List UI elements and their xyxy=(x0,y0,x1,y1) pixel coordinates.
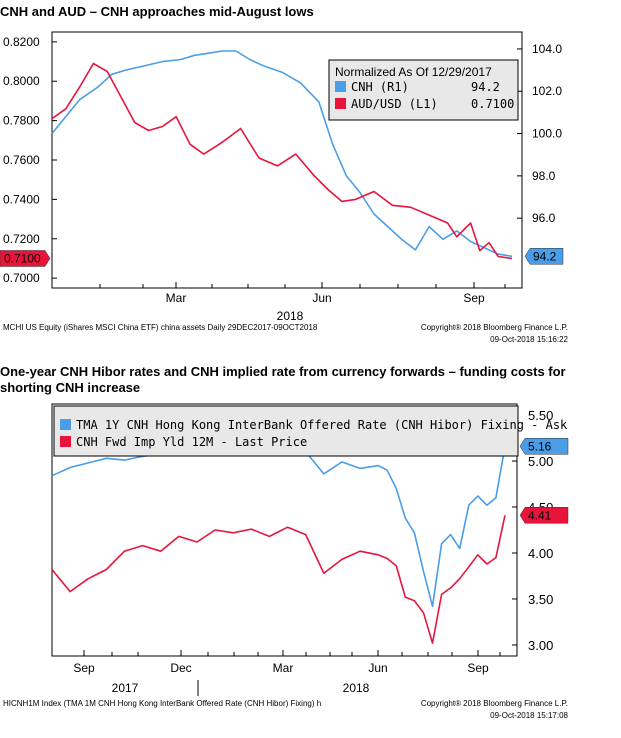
chart2-x-tick-label: Mar xyxy=(273,661,294,675)
chart1-x-tick-label: Jun xyxy=(312,291,331,305)
chart1-right-tick-label: 102.0 xyxy=(532,84,562,98)
chart2-x-tick-label: Dec xyxy=(170,661,191,675)
chart2-legend: TMA 1Y CNH Hong Kong InterBank Offered R… xyxy=(53,405,568,457)
chart2-x-tick-label: Sep xyxy=(467,661,489,675)
chart2-legend-swatch xyxy=(60,419,71,430)
chart1-legend-value: 0.7100 xyxy=(471,97,514,111)
chart1-footer-source: MCHI US Equity (iShares MSCI China ETF) … xyxy=(3,323,318,332)
chart1-right-tick-label: 96.0 xyxy=(532,211,556,225)
chart1-cnh-last-flag-shape xyxy=(524,248,564,265)
chart1-x-tick-label: Sep xyxy=(463,291,485,305)
chart1-left-tick-label: 0.8200 xyxy=(3,35,40,49)
chart2-fwd-last-flag: 4.41 xyxy=(519,507,569,524)
chart1-title: CNH and AUD – CNH approaches mid-August … xyxy=(0,4,314,19)
chart1-legend-label: AUD/USD (L1) xyxy=(351,97,438,111)
chart2-legend-box xyxy=(53,405,519,457)
chart1-legend-value: 94.2 xyxy=(471,80,500,94)
chart1-legend-label: CNH (R1) xyxy=(351,80,409,94)
chart1-aud-last-flag-text: 0.7100 xyxy=(4,251,41,265)
chart2-title: One-year CNH Hibor rates and CNH implied… xyxy=(0,364,566,395)
chart2-x-tick-label: Jun xyxy=(368,661,387,675)
chart1-right-tick-label: 100.0 xyxy=(532,127,562,141)
chart2-right-tick-label: 4.00 xyxy=(528,546,553,561)
chart2-legend-swatch xyxy=(60,436,71,447)
chart1-cnh-last-flag-text: 94.2 xyxy=(533,249,557,263)
chart1-legend-box xyxy=(328,59,519,121)
chart1-left-tick-label: 0.7400 xyxy=(3,192,40,206)
chart1-aud-last-flag-shape xyxy=(0,250,51,267)
chart2-legend-label: TMA 1Y CNH Hong Kong InterBank Offered R… xyxy=(76,418,568,432)
chart1-footer-timestamp: 09-Oct-2018 15:16:22 xyxy=(490,335,568,344)
chart1-left-tick-label: 0.7800 xyxy=(3,114,40,128)
chart1-left-tick-label: 0.7200 xyxy=(3,232,40,246)
chart2-hibor-last-flag: 5.16 xyxy=(519,438,569,455)
chart2-fwd-last-flag-shape xyxy=(519,507,569,524)
chart2-right-tick-label: 3.00 xyxy=(528,638,553,653)
chart1-legend-swatch xyxy=(335,98,346,109)
chart2-hibor-last-flag-text: 5.16 xyxy=(528,439,552,453)
chart1-legend-swatch xyxy=(335,81,346,92)
chart1-cnh-last-flag: 94.2 xyxy=(524,248,564,265)
chart1-left-tick-label: 0.7600 xyxy=(3,153,40,167)
chart1-right-tick-label: 98.0 xyxy=(532,169,556,183)
chart2-x-year-label: 2018 xyxy=(343,681,370,695)
chart1-panel: 0.8200 0.8000 0.7800 0.7600 0.7400 0.7200 0.70… xyxy=(0,24,621,350)
chart2-footer-source: HICNH1M Index (TMA 1M CNH Hong Kong Inte… xyxy=(3,699,321,708)
chart2-right-tick-label: 3.50 xyxy=(528,592,553,607)
chart2-footer-timestamp: 09-Oct-2018 15:17:08 xyxy=(490,711,568,720)
chart1-series-line-cnh xyxy=(51,50,513,258)
chart2-panel: 5.505.004.504.003.503.00SepDecMarJunSep2… xyxy=(0,400,621,730)
chart2-right-tick-label: 5.50 xyxy=(528,408,553,423)
chart2-svg: 5.505.004.504.003.503.00SepDecMarJunSep2… xyxy=(3,403,569,720)
chart1-footer-copyright: Copyright® 2018 Bloomberg Finance L.P. xyxy=(421,323,568,332)
chart2-right-tick-label: 5.00 xyxy=(528,454,553,469)
chart2-x-tick-label: Sep xyxy=(73,661,95,675)
chart1-x-tick-label: Mar xyxy=(166,291,187,305)
chart1-legend-header: Normalized As Of 12/29/2017 xyxy=(335,65,492,79)
chart2-fwd-last-flag-text: 4.41 xyxy=(528,508,552,522)
chart2-footer-copyright: Copyright® 2018 Bloomberg Finance L.P. xyxy=(421,699,568,708)
chart2-legend-label: CNH Fwd Imp Yld 12M - Last Price xyxy=(76,435,307,449)
chart1-series-line-aud xyxy=(51,62,513,260)
chart1-x-year-label: 2018 xyxy=(277,309,304,323)
chart2-x-year-label: 2017 xyxy=(112,681,139,695)
chart1-svg: 0.8200 0.8000 0.7800 0.7600 0.7400 0.7200 0.70… xyxy=(0,31,569,344)
chart2-series-line-fwd-implied xyxy=(51,515,506,644)
chart1-left-tick-label: 0.7000 xyxy=(3,271,40,285)
chart1-aud-last-flag: 0.7100 xyxy=(0,250,51,267)
chart1-right-tick-label: 104.0 xyxy=(532,42,562,56)
chart2-hibor-last-flag-shape xyxy=(519,438,569,455)
chart1-left-tick-label: 0.8000 xyxy=(3,74,40,88)
